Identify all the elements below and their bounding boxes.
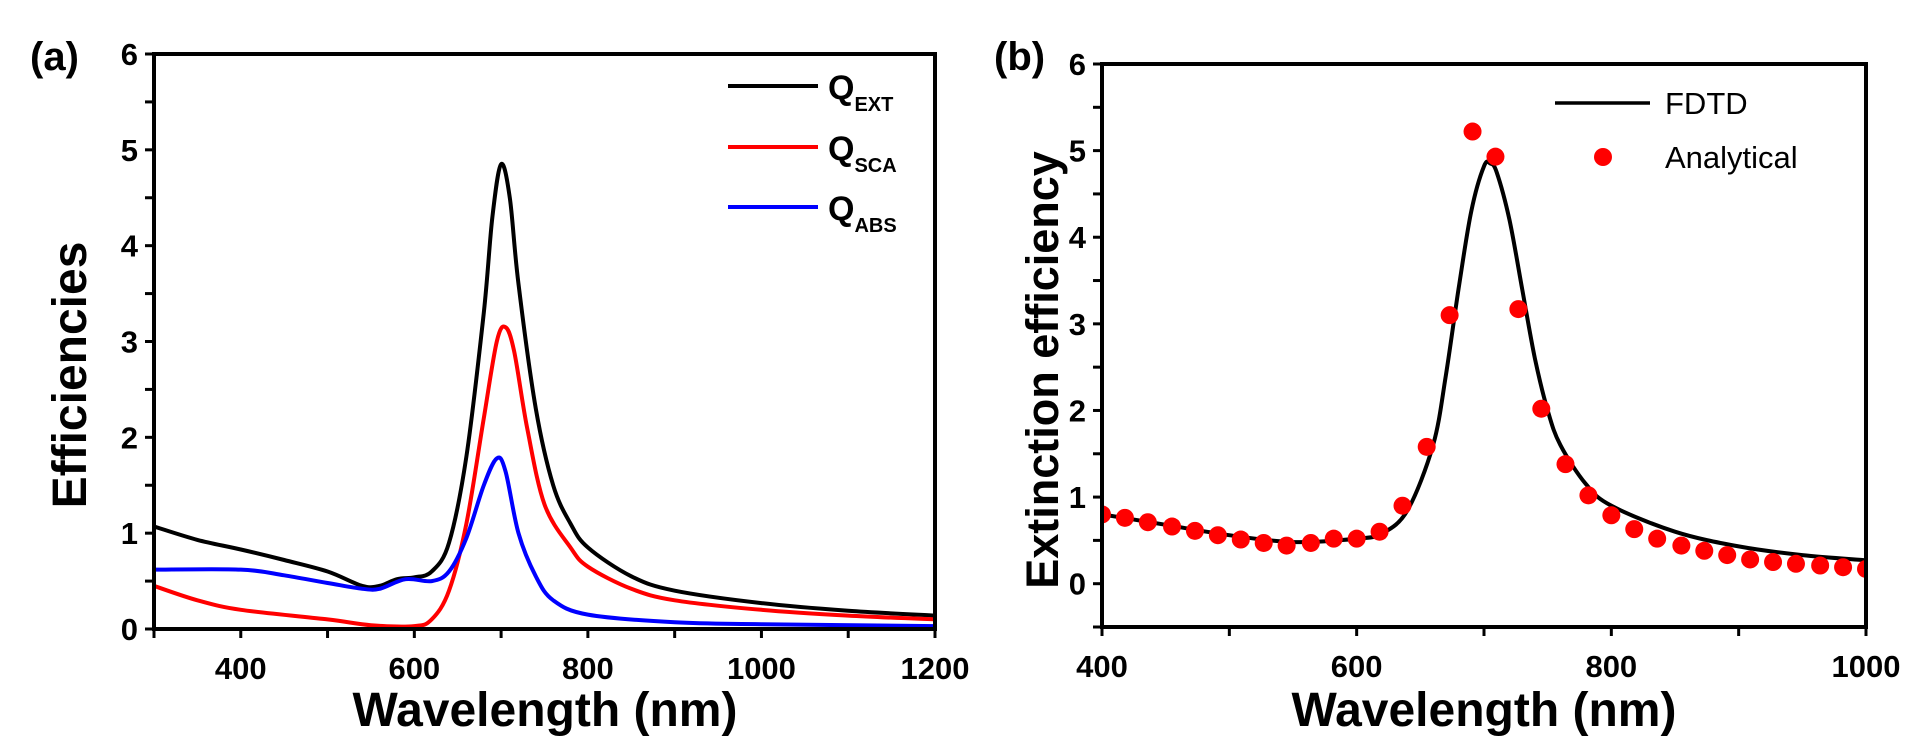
panel-b: (b) Extinction efficiency Wavelength (nm… (994, 35, 1900, 737)
data-point-analytical (1347, 529, 1366, 548)
data-point-analytical (1695, 541, 1714, 560)
y-tick-label-a: 0 (121, 612, 138, 647)
y-tick-label-b: 6 (1069, 47, 1086, 82)
legend-item-qabs: QABS (728, 190, 897, 237)
series-analytical (1102, 122, 1866, 578)
x-tick-label-a: 1200 (901, 651, 970, 686)
data-point-analytical (1625, 520, 1644, 539)
legend-label-qsca: QSCA (828, 130, 897, 177)
data-point-analytical (1764, 553, 1783, 572)
data-point-analytical (1185, 521, 1204, 540)
legend-b: FDTD Analytical (1555, 86, 1798, 175)
legend-swatch-analytical (1594, 148, 1612, 166)
y-tick-label-a: 1 (121, 516, 138, 551)
legend-item-fdtd: FDTD (1555, 86, 1748, 121)
data-point-analytical (1509, 300, 1528, 319)
series-line-fdtd (1102, 159, 1866, 563)
data-point-analytical (1393, 496, 1412, 515)
data-point-analytical (1277, 536, 1296, 555)
data-point-analytical (1834, 558, 1853, 577)
data-point-analytical (1301, 533, 1320, 552)
y-axis-title-b: Extinction efficiency (1017, 151, 1068, 589)
data-point-analytical (1786, 554, 1805, 573)
x-tick-label-b: 800 (1585, 649, 1637, 684)
x-tick-label-a: 1000 (727, 651, 796, 686)
data-point-analytical (1231, 530, 1250, 549)
x-tick-label-b: 1000 (1832, 649, 1901, 684)
plot-area-b: 400 600 800 1000 0 1 2 3 4 5 6 (1069, 47, 1901, 684)
x-tick-label-b: 400 (1076, 649, 1128, 684)
y-tick-label-a: 6 (121, 37, 138, 72)
data-point-analytical (1163, 517, 1182, 536)
legend-label-analytical: Analytical (1665, 140, 1798, 175)
y-tick-label-b: 1 (1069, 480, 1086, 515)
data-point-analytical (1579, 486, 1598, 505)
panel-label-b: (b) (994, 35, 1045, 79)
y-tick-label-a: 5 (121, 133, 138, 168)
data-point-analytical (1811, 556, 1830, 575)
data-point-analytical (1138, 513, 1157, 532)
data-point-analytical (1208, 526, 1227, 545)
legend-label-qabs: QABS (828, 190, 897, 237)
data-point-analytical (1115, 508, 1134, 527)
y-tick-label-b: 5 (1069, 134, 1086, 169)
data-point-analytical (1254, 533, 1273, 552)
y-tick-label-a: 4 (121, 229, 139, 264)
data-point-analytical (1556, 455, 1575, 474)
series-line-qsca (154, 324, 935, 629)
y-tick-label-a: 3 (121, 325, 138, 360)
data-point-analytical (1486, 147, 1505, 166)
series-line-qabs (154, 455, 935, 629)
plot-area-a: 400 600 800 1000 1200 0 1 2 3 4 5 6 (121, 37, 970, 686)
series-line-qext (154, 161, 935, 618)
y-tick-label-b: 2 (1069, 393, 1086, 428)
x-tick-label-a: 800 (562, 651, 614, 686)
y-tick-label-b: 0 (1069, 567, 1086, 602)
data-point-analytical (1741, 550, 1760, 569)
x-tick-label-a: 400 (215, 651, 267, 686)
data-point-analytical (1440, 306, 1459, 325)
legend-label-qext: QEXT (828, 69, 893, 116)
data-point-analytical (1648, 529, 1667, 548)
data-point-analytical (1532, 399, 1551, 418)
x-tick-label-a: 600 (388, 651, 440, 686)
legend-item-analytical: Analytical (1594, 140, 1798, 175)
legend-item-qsca: QSCA (728, 130, 897, 177)
data-point-analytical (1672, 536, 1691, 555)
x-axis-title-a: Wavelength (nm) (353, 684, 738, 737)
y-axis-title-a: Efficiencies (44, 242, 97, 509)
y-tick-label-b: 3 (1069, 307, 1086, 342)
x-axis-title-b: Wavelength (nm) (1292, 684, 1677, 737)
panel-label-a: (a) (30, 35, 79, 79)
data-point-analytical (1463, 122, 1482, 141)
data-point-analytical (1857, 559, 1866, 578)
plot-frame-a (152, 52, 937, 631)
data-point-analytical (1370, 522, 1389, 541)
data-point-analytical (1417, 437, 1436, 456)
legend-item-qext: QEXT (728, 69, 893, 116)
y-tick-label-a: 2 (121, 420, 138, 455)
data-point-analytical (1602, 506, 1621, 525)
panel-a: (a) Efficiencies Wavelength (nm) 400 600 8… (30, 35, 969, 737)
legend-a: QEXT QSCA QABS (728, 69, 897, 237)
data-point-analytical (1324, 529, 1343, 548)
data-point-analytical (1718, 546, 1737, 565)
x-tick-label-b: 600 (1331, 649, 1383, 684)
data-point-analytical (1102, 505, 1111, 524)
y-tick-label-b: 4 (1069, 220, 1087, 255)
legend-label-fdtd: FDTD (1665, 86, 1748, 121)
